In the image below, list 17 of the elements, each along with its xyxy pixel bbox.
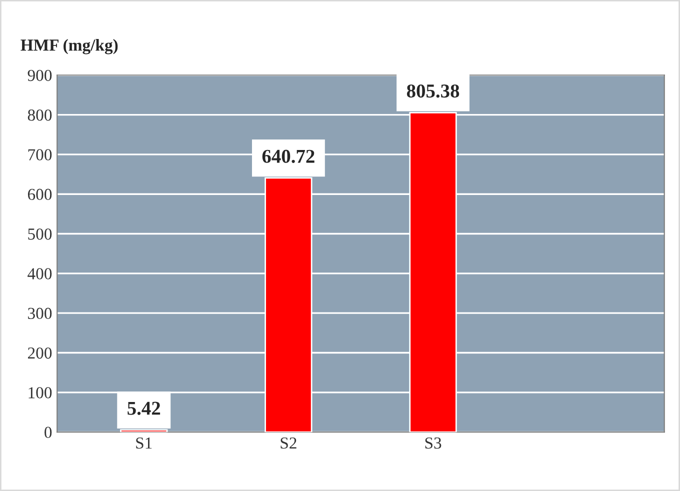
y-tick-label: 500 (28, 228, 52, 240)
y-tick-label: 600 (28, 188, 52, 200)
y-tick-label: 0 (44, 426, 52, 438)
y-tick-label: 900 (28, 70, 52, 82)
y-tick-label: 200 (28, 347, 52, 359)
x-tick-label: S3 (425, 437, 442, 449)
data-label: 805.38 (406, 84, 460, 98)
y-tick-label: 300 (28, 308, 52, 320)
x-tick-label: S1 (136, 437, 152, 449)
data-label: 5.42 (128, 402, 160, 415)
y-tick-label: 700 (28, 149, 52, 160)
y-tick-label: 400 (28, 268, 52, 280)
y-tick-label: 800 (28, 109, 52, 121)
x-tick-label: S2 (280, 437, 296, 449)
y-tick-label: 100 (28, 387, 52, 398)
data-label: 640.72 (262, 150, 314, 163)
y-axis-title: HMF (mg/kg) (20, 39, 118, 54)
